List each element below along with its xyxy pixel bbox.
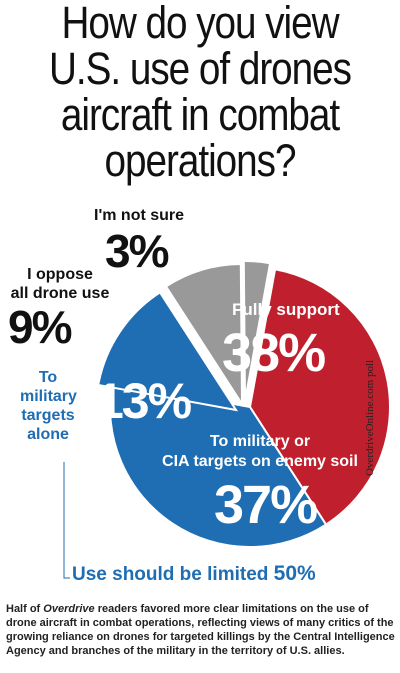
slice-label-not-sure: I'm not sure bbox=[94, 207, 185, 224]
slice-label-oppose: I oppose all drone use bbox=[10, 265, 110, 303]
title-line-3: aircraft in combat bbox=[60, 89, 340, 140]
note-publication: Overdrive bbox=[43, 603, 95, 615]
mil-label-line-2: military bbox=[20, 388, 77, 405]
chart-title: How do you view U.S. use of drones aircr… bbox=[33, 0, 367, 184]
cia-label-line-1: To military or bbox=[209, 433, 311, 450]
mil-label-line-3: targets bbox=[21, 407, 75, 424]
slice-value-fully-support: 38% bbox=[222, 323, 326, 383]
oppose-label-line-2: all drone use bbox=[10, 285, 110, 302]
limited-value: 50% bbox=[273, 562, 316, 585]
pie-slice-oppose bbox=[164, 262, 244, 408]
title-line-1: How do you view bbox=[61, 0, 339, 48]
footnote: Half of Overdrive readers favored more c… bbox=[6, 602, 396, 658]
mil-label-line-1: To bbox=[38, 369, 58, 386]
pie-slice-military-alone bbox=[97, 291, 239, 412]
cia-label-line-2: CIA targets on enemy soil bbox=[162, 453, 358, 470]
limited-text: Use should be limited bbox=[72, 564, 269, 585]
note-text-end: readers favored more clear limitations o… bbox=[6, 603, 395, 657]
slice-value-not-sure: 3% bbox=[105, 225, 170, 277]
pie-slice-military-cia bbox=[109, 380, 328, 548]
pie-slices bbox=[97, 260, 391, 548]
title-line-2: U.S. use of drones bbox=[49, 43, 352, 94]
slice-label-military-cia: To military or CIA targets on enemy soil bbox=[160, 432, 360, 472]
slice-value-military-alone: 13% bbox=[96, 373, 192, 429]
title-line-4: operations? bbox=[104, 135, 297, 186]
source-credit: OverdriveOnline.com poll bbox=[364, 359, 376, 476]
note-text-start: Half of bbox=[6, 603, 44, 615]
slice-label-fully-support: Fully support bbox=[232, 300, 340, 319]
oppose-label-line-1: I oppose bbox=[27, 266, 93, 283]
slice-value-military-cia: 37% bbox=[214, 475, 318, 535]
slice-label-military-alone: To military targets alone bbox=[20, 368, 77, 444]
group-annotation-limited: Use should be limited 50% bbox=[72, 562, 316, 586]
bracket-line bbox=[63, 462, 70, 579]
slice-value-oppose: 9% bbox=[8, 301, 73, 353]
pie-slice-not-sure bbox=[242, 260, 272, 402]
mil-label-line-4: alone bbox=[27, 426, 69, 443]
